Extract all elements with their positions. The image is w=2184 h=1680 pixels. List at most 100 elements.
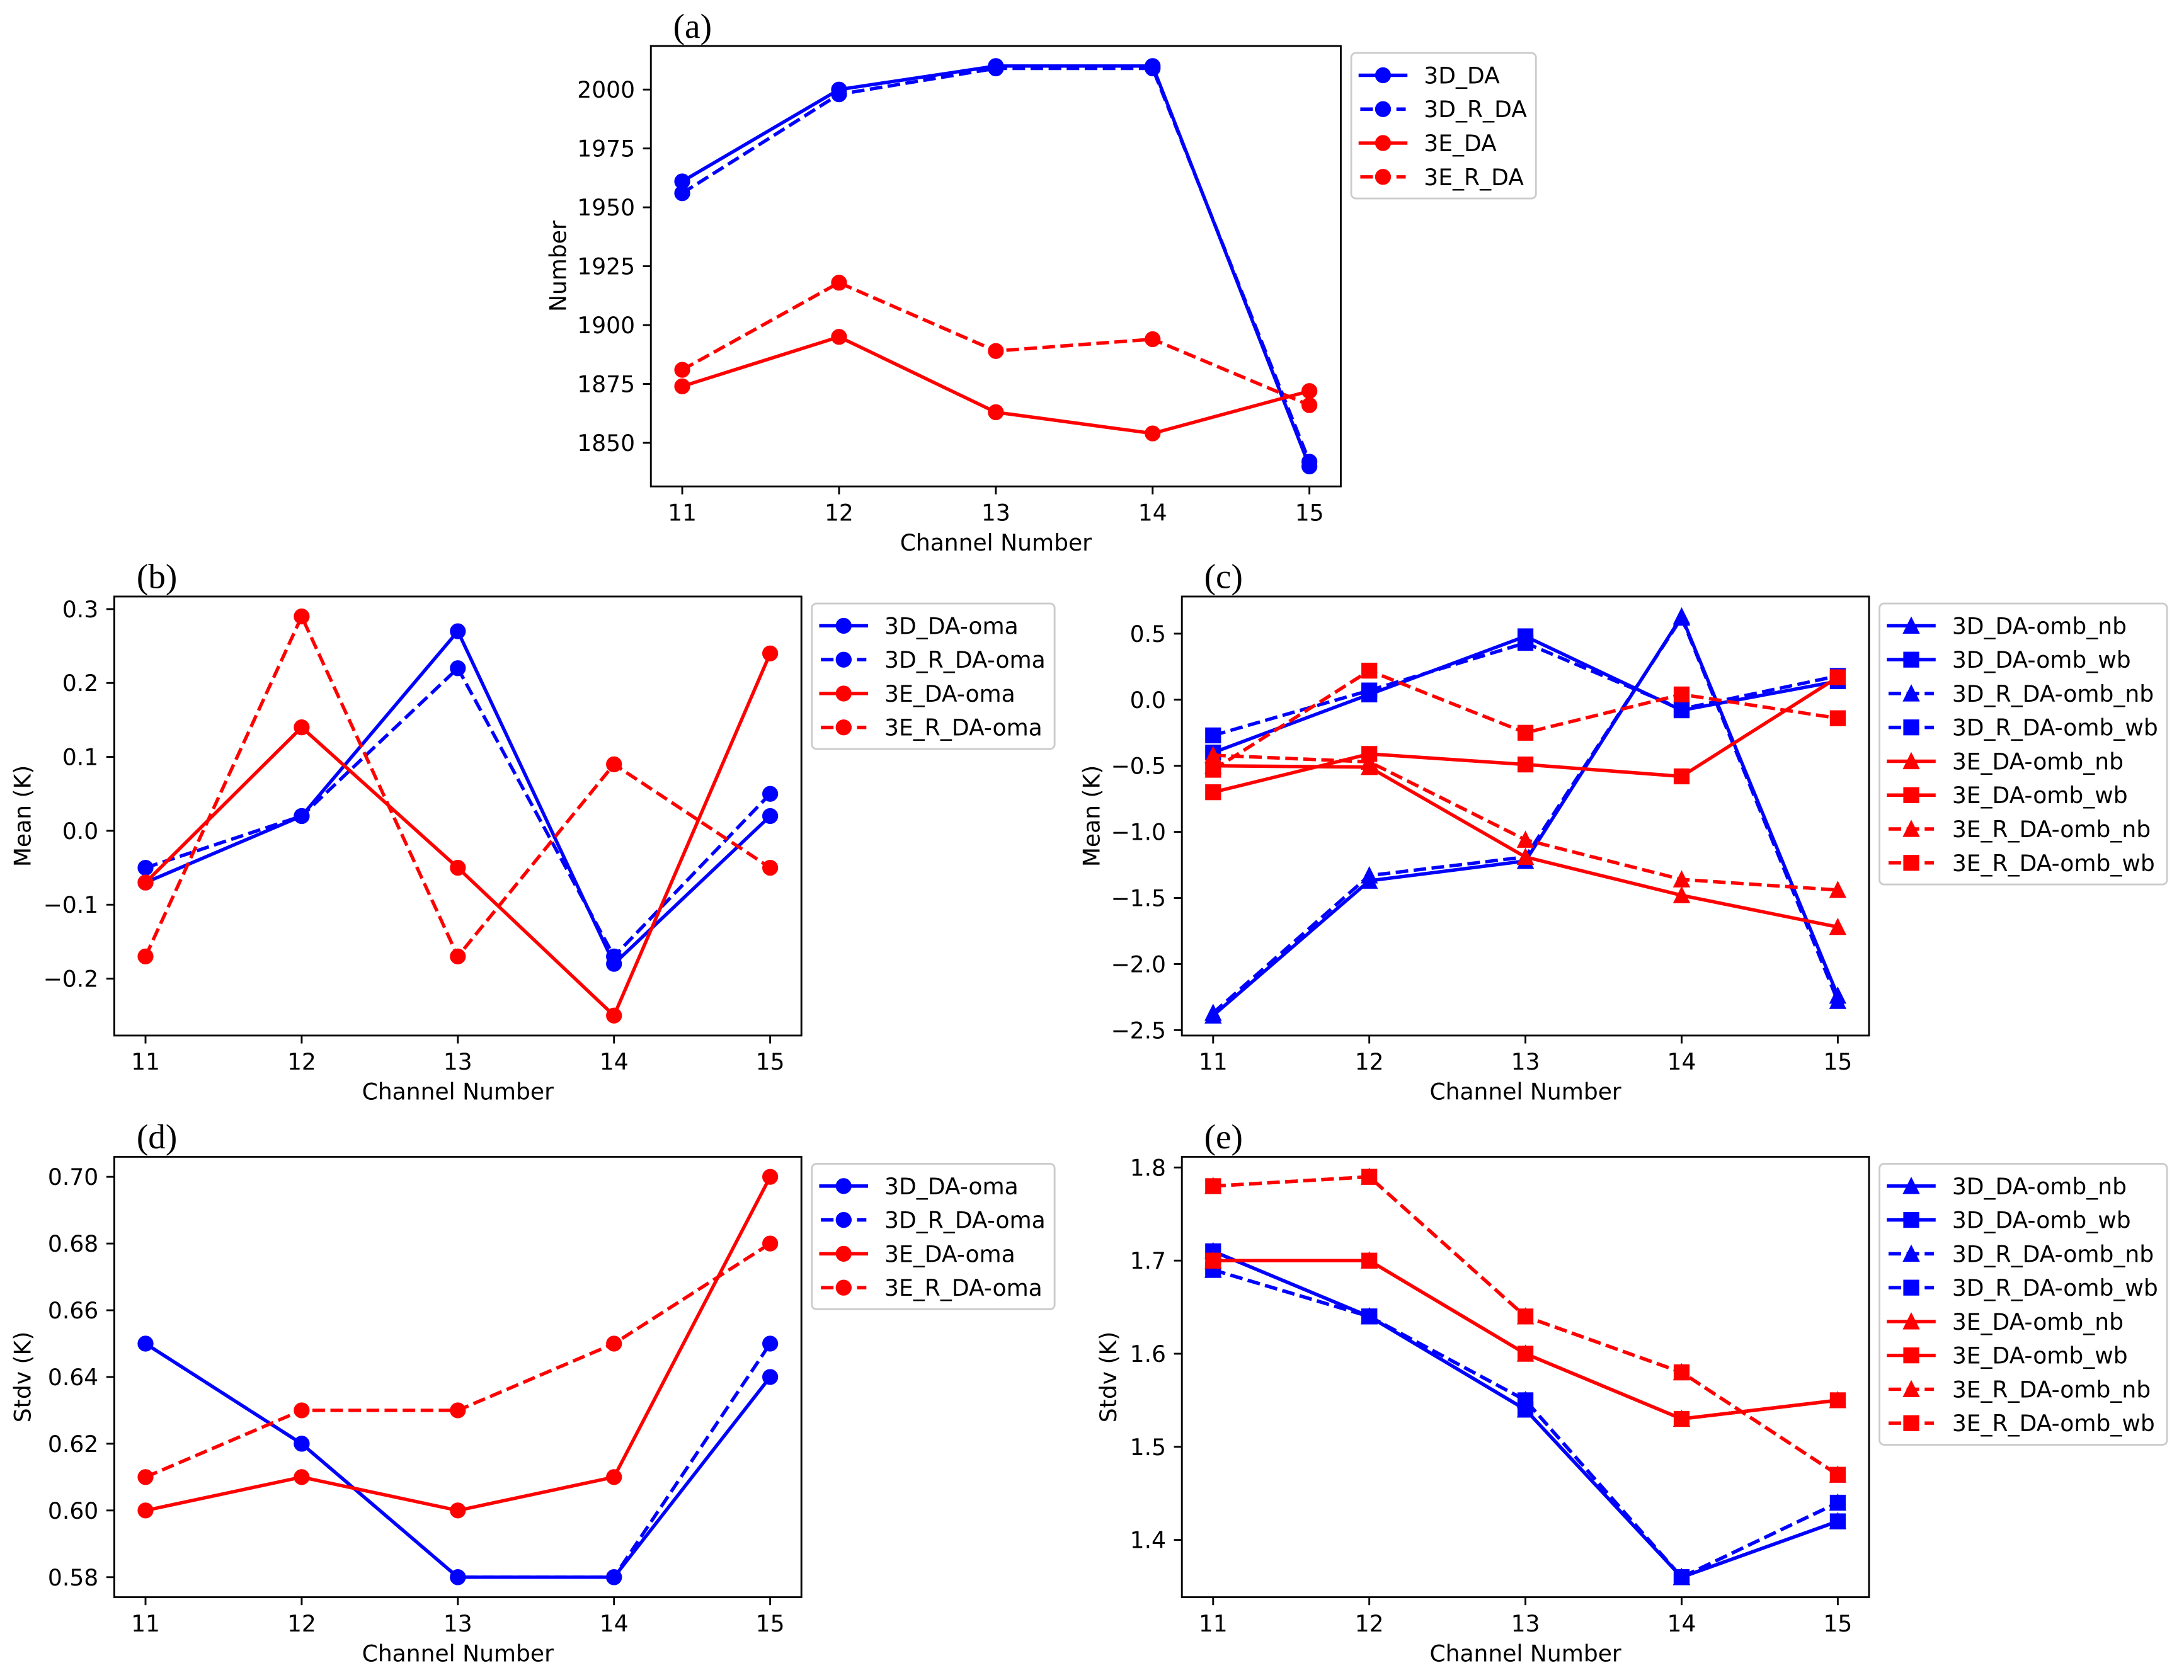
legend-entry-label: 3D_DA-omb_wb: [1952, 647, 2131, 673]
legend-marker: [837, 619, 850, 633]
legend-marker: [1904, 721, 1918, 734]
data-point-marker: [1519, 636, 1533, 650]
legend-entry-label: 3D_R_DA-oma: [884, 1208, 1046, 1234]
x-axis-label: Channel Number: [362, 1640, 554, 1667]
legend-entry-label: 3D_DA-omb_nb: [1952, 1174, 2127, 1200]
legend-marker: [837, 1179, 850, 1193]
data-point-marker: [607, 1570, 621, 1584]
y-axis-label: Mean (K): [1079, 765, 1106, 867]
data-point-marker: [1675, 688, 1689, 702]
data-point-marker: [1146, 333, 1160, 346]
legend-entry-label: 3D_R_DA: [1424, 96, 1527, 123]
y-tick-label: 0.68: [48, 1231, 98, 1257]
data-point-marker: [1519, 1347, 1533, 1361]
data-point-marker: [1206, 763, 1220, 777]
legend-marker: [837, 687, 850, 700]
y-tick-label: 0.62: [48, 1431, 98, 1458]
data-point-marker: [1206, 1179, 1220, 1193]
y-tick-label: 1925: [577, 254, 635, 280]
data-point-marker: [1831, 711, 1845, 725]
data-point-marker: [139, 1337, 152, 1351]
x-tick-label: 14: [1667, 1049, 1696, 1075]
y-tick-label: 0.64: [48, 1364, 98, 1391]
legend-entry-label: 3D_R_DA-omb_nb: [1952, 1241, 2154, 1267]
data-point-marker: [1831, 1393, 1845, 1407]
y-tick-label: 2000: [577, 77, 635, 103]
legend-entry-label: 3D_DA-omb_nb: [1952, 613, 2127, 639]
legend-marker: [1904, 1349, 1918, 1363]
panel-label: (a): [673, 7, 712, 45]
data-point-marker: [989, 62, 1003, 76]
y-tick-label: −0.5: [1111, 753, 1166, 780]
data-point-marker: [451, 861, 465, 875]
y-tick-label: −1.0: [1111, 820, 1166, 846]
data-point-marker: [675, 379, 689, 393]
y-tick-label: −0.1: [43, 892, 99, 918]
legend: 3D_DA-oma 3D_R_DA-oma 3E_DA-oma 3E_R_DA-oma: [812, 603, 1055, 749]
data-point-marker: [763, 809, 777, 823]
legend-entry-label: 3D_R_DA-omb_wb: [1952, 1275, 2158, 1301]
y-tick-label: −2.5: [1111, 1017, 1166, 1044]
data-point-marker: [675, 363, 689, 377]
data-point-marker: [451, 661, 465, 675]
y-axis-label: Number: [545, 220, 571, 312]
figure-canvas: 11 12 13 14 152000197519501925190018751850Ch…: [0, 0, 2184, 1680]
x-tick-label: 14: [1667, 1611, 1696, 1637]
legend-marker: [1904, 1213, 1918, 1227]
x-axis-label: Channel Number: [1429, 1640, 1621, 1667]
data-point-marker: [1519, 726, 1533, 740]
data-point-marker: [675, 186, 689, 200]
x-axis-label: Channel Number: [1429, 1079, 1621, 1106]
legend-entry-label: 3E_R_DA-omb_nb: [1952, 816, 2151, 843]
legend-entry-label: 3E_R_DA-oma: [884, 715, 1043, 741]
x-tick-label: 13: [1511, 1049, 1540, 1075]
data-point-marker: [607, 1470, 621, 1484]
data-point-marker: [832, 330, 846, 344]
x-tick-label: 13: [443, 1611, 472, 1637]
x-tick-label: 15: [1823, 1049, 1852, 1075]
x-tick-label: 15: [756, 1611, 785, 1637]
x-tick-label: 11: [668, 500, 697, 526]
data-point-marker: [1675, 1412, 1689, 1426]
y-tick-label: 1850: [577, 430, 635, 457]
data-point-marker: [451, 1403, 465, 1417]
data-point-marker: [1303, 398, 1317, 412]
data-point-marker: [1831, 670, 1845, 684]
data-point-marker: [451, 950, 465, 964]
y-tick-label: 0.58: [48, 1565, 98, 1591]
data-point-marker: [989, 406, 1003, 420]
legend-entry-label: 3E_DA-omb_nb: [1952, 748, 2124, 775]
y-tick-label: 1975: [577, 136, 635, 163]
data-point-marker: [763, 1337, 777, 1351]
legend-entry-label: 3D_R_DA-omb_nb: [1952, 681, 2154, 707]
x-tick-label: 13: [1511, 1611, 1540, 1637]
data-point-marker: [607, 1337, 621, 1351]
legend-entry-label: 3E_DA-omb_wb: [1952, 782, 2128, 809]
x-tick-label: 14: [1138, 500, 1167, 526]
y-axis-label: Stdv (K): [1095, 1332, 1122, 1422]
data-point-marker: [139, 950, 152, 964]
data-point-marker: [295, 809, 309, 823]
x-tick-label: 11: [131, 1049, 160, 1075]
data-point-marker: [295, 1470, 309, 1484]
data-point-marker: [451, 624, 465, 638]
data-point-marker: [763, 646, 777, 660]
data-point-marker: [139, 1470, 152, 1484]
data-point-marker: [1831, 1468, 1845, 1482]
legend-entry-label: 3D_DA: [1424, 62, 1500, 89]
legend-entry-label: 3E_DA: [1424, 130, 1497, 157]
legend-entry-label: 3D_R_DA-oma: [884, 647, 1046, 673]
y-tick-label: −1.5: [1111, 886, 1166, 912]
legend-marker: [1904, 1281, 1918, 1294]
x-axis-label: Channel Number: [900, 530, 1092, 556]
y-tick-label: 1.4: [1130, 1528, 1166, 1554]
y-tick-label: 1.6: [1130, 1341, 1166, 1368]
legend-marker: [837, 1213, 850, 1227]
legend-marker: [1904, 788, 1918, 802]
data-point-marker: [763, 861, 777, 875]
data-point-marker: [295, 610, 309, 624]
legend-entry-label: 3E_DA-oma: [884, 1241, 1015, 1267]
data-point-marker: [1363, 1170, 1376, 1184]
data-point-marker: [832, 276, 846, 290]
x-tick-label: 15: [1295, 500, 1324, 526]
